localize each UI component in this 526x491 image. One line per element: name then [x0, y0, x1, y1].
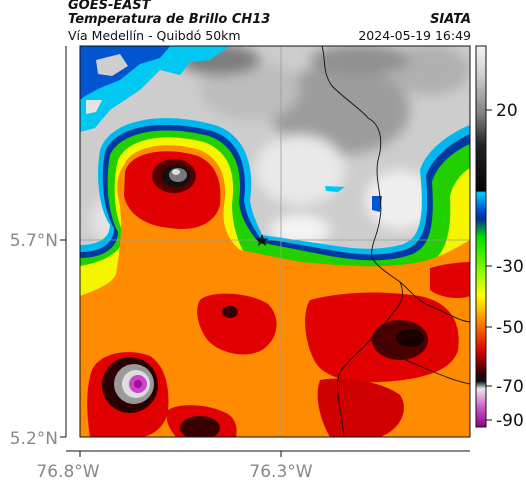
colorbar-tick-label: 20	[496, 101, 518, 121]
station-star-icon	[255, 234, 269, 246]
lat-tick-label: 5.7°N	[10, 231, 58, 251]
colorbar-tick-label: -70	[496, 377, 524, 397]
lon-tick-label: 76.3°W	[249, 462, 312, 482]
overshooting-tops	[102, 159, 428, 437]
latitude-axis: 5.7°N 5.2°N	[10, 46, 67, 449]
map-frame	[79, 45, 471, 438]
brightness-temperature-field	[80, 46, 470, 437]
clear-sky-patches	[80, 46, 382, 212]
grid-lines	[80, 46, 470, 437]
longitude-axis: 76.8°W 76.3°W	[36, 450, 470, 482]
source-label: SIATA	[430, 12, 471, 27]
datetime-label: 2024-05-19 16:49	[358, 28, 471, 43]
colorbar-tick-label: -30	[496, 257, 524, 277]
colorbar: 20 -30 -50 -70 -90	[475, 45, 524, 431]
colorbar-tick-label: -50	[496, 318, 524, 338]
product-title: Temperatura de Brillo CH13	[68, 12, 271, 27]
gray-cloud-texture	[90, 46, 470, 340]
colorbar-tick-label: -90	[496, 411, 524, 431]
location-label: Vía Medellín - Quibdó 50km	[68, 28, 241, 43]
colorbar-gradient	[475, 45, 487, 428]
lat-tick-label: 5.2°N	[10, 429, 58, 449]
political-borders	[321, 46, 470, 437]
satellite-name: GOES-EAST	[68, 0, 151, 13]
lon-tick-label: 76.8°W	[36, 462, 99, 482]
